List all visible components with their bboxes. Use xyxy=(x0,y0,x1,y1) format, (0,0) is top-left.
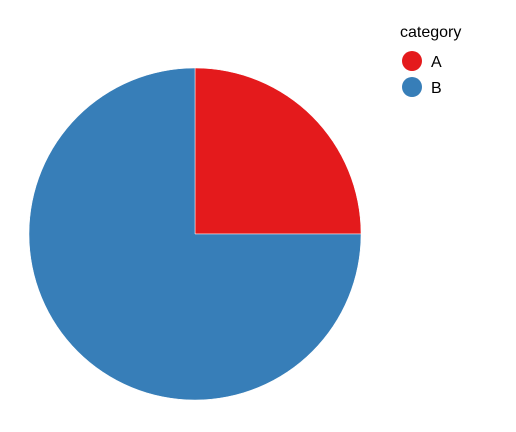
legend-label-a: A xyxy=(431,54,442,71)
legend-entry-b: B xyxy=(402,77,442,97)
legend: category A B xyxy=(400,24,461,97)
legend-title: category xyxy=(400,24,461,41)
legend-entry-a: A xyxy=(402,51,442,71)
legend-label-b: B xyxy=(431,80,442,97)
legend-swatch-a xyxy=(402,51,422,71)
pie-slice-a xyxy=(194,67,362,235)
pie-slice-b xyxy=(28,67,362,401)
legend-swatch-b xyxy=(402,77,422,97)
pie-slices xyxy=(28,67,362,401)
